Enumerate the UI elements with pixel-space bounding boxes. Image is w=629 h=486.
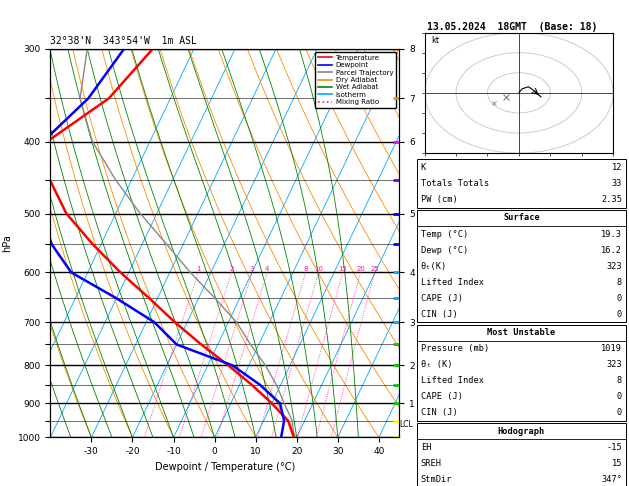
Text: PW (cm): PW (cm): [421, 195, 457, 204]
Text: 8: 8: [617, 278, 622, 287]
Text: 8: 8: [303, 266, 308, 273]
Text: 20: 20: [356, 266, 365, 273]
Text: 32°38'N  343°54'W  1m ASL: 32°38'N 343°54'W 1m ASL: [50, 36, 198, 47]
Text: 8: 8: [617, 376, 622, 385]
Text: Hodograph: Hodograph: [498, 427, 545, 436]
Y-axis label: hPa: hPa: [2, 234, 12, 252]
Text: 347°: 347°: [601, 475, 622, 484]
Text: 19.3: 19.3: [601, 229, 622, 239]
Text: 0: 0: [617, 294, 622, 303]
Text: EH: EH: [421, 443, 431, 452]
Text: 1: 1: [196, 266, 201, 273]
Text: Dewp (°C): Dewp (°C): [421, 245, 468, 255]
Legend: Temperature, Dewpoint, Parcel Trajectory, Dry Adiabat, Wet Adiabat, Isotherm, Mi: Temperature, Dewpoint, Parcel Trajectory…: [315, 52, 396, 108]
Y-axis label: km
ASL: km ASL: [424, 243, 440, 262]
Text: Pressure (mb): Pressure (mb): [421, 344, 489, 353]
Text: θₜ (K): θₜ (K): [421, 360, 452, 369]
Text: Most Unstable: Most Unstable: [487, 328, 555, 337]
Text: Lifted Index: Lifted Index: [421, 376, 484, 385]
Text: 2.35: 2.35: [601, 195, 622, 204]
Text: Lifted Index: Lifted Index: [421, 278, 484, 287]
Text: 3: 3: [250, 266, 254, 273]
Text: 4: 4: [265, 266, 269, 273]
Text: Surface: Surface: [503, 213, 540, 223]
Text: 12: 12: [611, 163, 622, 172]
Text: CAPE (J): CAPE (J): [421, 294, 463, 303]
Text: 15: 15: [338, 266, 347, 273]
Text: CAPE (J): CAPE (J): [421, 392, 463, 401]
Text: 25: 25: [370, 266, 379, 273]
Text: K: K: [421, 163, 426, 172]
X-axis label: Dewpoint / Temperature (°C): Dewpoint / Temperature (°C): [155, 462, 295, 472]
Text: CIN (J): CIN (J): [421, 408, 457, 417]
Text: 0: 0: [617, 310, 622, 319]
Text: kt: kt: [431, 35, 439, 45]
Text: 16.2: 16.2: [601, 245, 622, 255]
Text: 0: 0: [617, 408, 622, 417]
Text: θₜ(K): θₜ(K): [421, 261, 447, 271]
Text: © weatheronline.co.uk: © weatheronline.co.uk: [474, 470, 571, 479]
Text: SREH: SREH: [421, 459, 442, 468]
Text: 33: 33: [611, 179, 622, 188]
Text: 0: 0: [617, 392, 622, 401]
Text: StmDir: StmDir: [421, 475, 452, 484]
Text: 13.05.2024  18GMT  (Base: 18): 13.05.2024 18GMT (Base: 18): [428, 22, 598, 32]
Text: 15: 15: [611, 459, 622, 468]
Text: 1019: 1019: [601, 344, 622, 353]
Text: Totals Totals: Totals Totals: [421, 179, 489, 188]
Text: -15: -15: [606, 443, 622, 452]
Text: CIN (J): CIN (J): [421, 310, 457, 319]
Text: 10: 10: [314, 266, 323, 273]
Text: LCL: LCL: [399, 420, 413, 429]
Text: 323: 323: [606, 360, 622, 369]
Text: 323: 323: [606, 261, 622, 271]
Text: 2: 2: [230, 266, 234, 273]
Text: Temp (°C): Temp (°C): [421, 229, 468, 239]
